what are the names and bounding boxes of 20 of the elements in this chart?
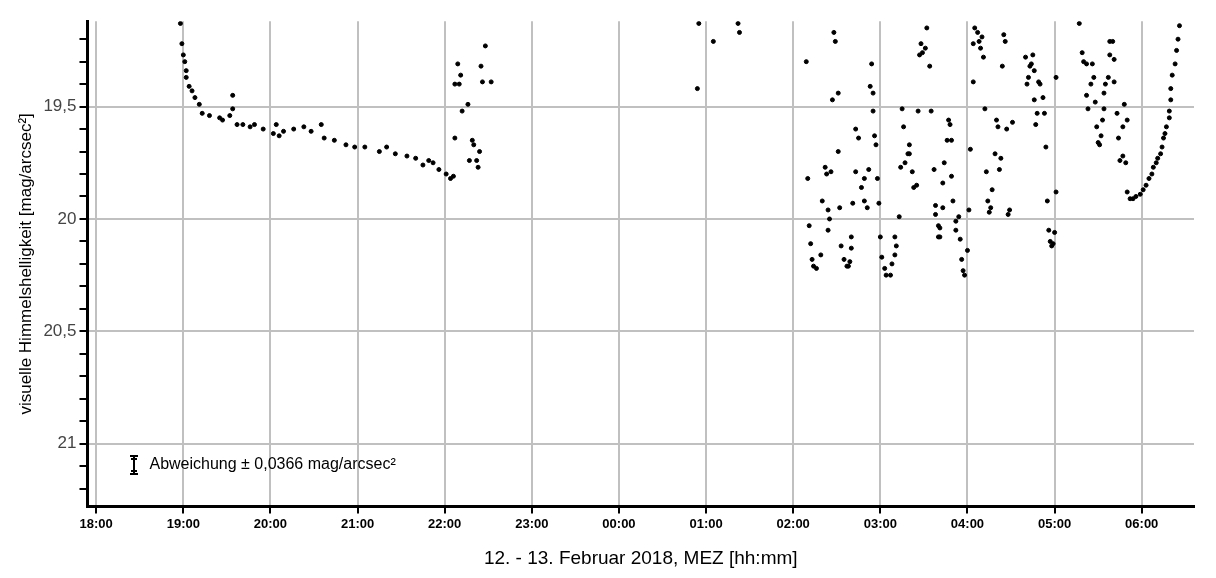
x-axis-title: 12. - 13. Februar 2018, MEZ [hh:mm] xyxy=(483,546,798,568)
x-tick-label: 06:00 xyxy=(1125,515,1159,531)
y-axis-title: visuelle Himmelshelligkeit [mag/arcsec²] xyxy=(15,113,35,415)
y-tick-label: 20 xyxy=(57,208,77,228)
x-tick-label: 23:00 xyxy=(515,515,549,531)
x-tick-label: 01:00 xyxy=(689,515,723,531)
x-tick-label: 18:00 xyxy=(79,515,113,531)
x-tick-label: 19:00 xyxy=(166,515,200,531)
x-tick-label: 05:00 xyxy=(1037,515,1072,531)
x-tick-label: 21:00 xyxy=(340,515,375,531)
y-tick-label: 19,5 xyxy=(43,96,77,116)
y-tick-label: 20,5 xyxy=(43,321,77,340)
x-tick-label: 22:00 xyxy=(428,515,462,531)
y-tick-label: 21 xyxy=(57,433,77,453)
x-tick-label: 02:00 xyxy=(776,515,810,531)
x-tick-label: 04:00 xyxy=(950,515,985,531)
x-tick-label: 20:00 xyxy=(253,515,288,531)
annotation: Abweichung ± 0,0366 mag/arcsec² xyxy=(149,455,397,473)
x-tick-label: 00:00 xyxy=(602,515,636,531)
x-tick-label: 03:00 xyxy=(863,515,897,531)
